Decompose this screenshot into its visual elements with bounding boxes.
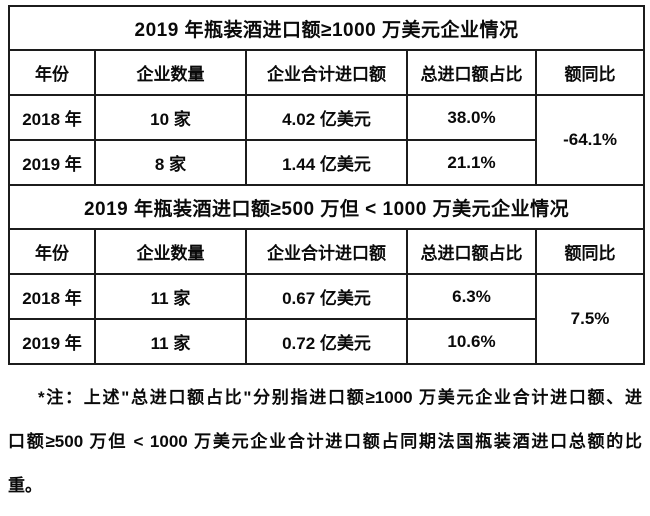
table2-row-2019: 2019 年 11 家 0.72 亿美元 10.6% [8,318,644,365]
cell-year: 2018 年 [8,273,96,320]
cell-total-import: 0.72 亿美元 [245,318,408,365]
table2-column-header-year: 年份 [8,228,96,275]
table2-column-header-import-share: 总进口额占比 [406,228,537,275]
table2-title-row: 2019 年瓶装酒进口额≥500 万但 < 1000 万美元企业情况 [7,184,646,230]
cell-yoy-merged: 7.5% [534,273,646,365]
cell-company-count: 8 家 [94,139,247,186]
table1-row-2018: 2018 年 10 家 4.02 亿美元 38.0% -64.1% [8,94,646,186]
cell-total-import: 4.02 亿美元 [245,94,408,141]
cell-year: 2018 年 [8,94,96,141]
footnote-line-3: 重。 [8,476,42,495]
cell-yoy-merged: -64.1% [534,94,646,186]
cell-import-share: 10.6% [406,318,537,365]
table2-header-row: 年份 企业数量 企业合计进口额 总进口额占比 额同比 [8,228,646,275]
cell-import-share: 38.0% [406,94,537,141]
cell-year: 2019 年 [8,139,96,186]
footnote: *注：上述"总进口额占比"分别指进口额≥1000 万美元企业合计进口额、进 口额… [8,376,642,508]
footnote-line-2: 口额≥500 万但 < 1000 万美元企业合计进口额占同期法国瓶装酒进口总额的… [8,432,642,451]
wine-import-tables: 2019 年瓶装酒进口额≥1000 万美元企业情况 年份 企业数量 企业合计进口… [7,5,646,365]
table1-row-2019: 2019 年 8 家 1.44 亿美元 21.1% [8,139,644,186]
cell-company-count: 11 家 [94,318,247,365]
cell-year: 2019 年 [8,318,96,365]
table2-row-2018: 2018 年 11 家 0.67 亿美元 6.3% 7.5% [8,273,646,365]
cell-import-share: 21.1% [406,139,537,186]
table2-column-header-company-count: 企业数量 [94,228,247,275]
cell-import-share: 6.3% [406,273,537,320]
table2-column-header-yoy: 额同比 [534,228,646,275]
cell-company-count: 11 家 [94,273,247,320]
table2-column-header-total-import: 企业合计进口额 [245,228,408,275]
table2-title: 2019 年瓶装酒进口额≥500 万但 < 1000 万美元企业情况 [7,184,646,230]
table1-title: 2019 年瓶装酒进口额≥1000 万美元企业情况 [7,5,646,51]
footnote-line-1: *注：上述"总进口额占比"分别指进口额≥1000 万美元企业合计进口额、进 [38,388,642,407]
table1-column-header-total-import: 企业合计进口额 [245,49,408,96]
cell-company-count: 10 家 [94,94,247,141]
table1-header-row: 年份 企业数量 企业合计进口额 总进口额占比 额同比 [8,49,646,96]
table1-title-row: 2019 年瓶装酒进口额≥1000 万美元企业情况 [7,5,646,51]
table1-column-header-company-count: 企业数量 [94,49,247,96]
table1-column-header-import-share: 总进口额占比 [406,49,537,96]
table1-column-header-year: 年份 [8,49,96,96]
cell-total-import: 1.44 亿美元 [245,139,408,186]
cell-total-import: 0.67 亿美元 [245,273,408,320]
table1-column-header-yoy: 额同比 [534,49,646,96]
